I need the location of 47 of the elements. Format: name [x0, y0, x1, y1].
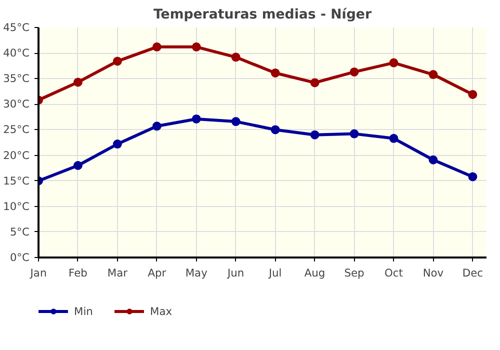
- point: [231, 52, 240, 62]
- x-tick-label: Nov: [422, 266, 444, 280]
- y-tick-label: 15°C: [3, 174, 30, 188]
- x-tick-label: Sep: [344, 266, 365, 280]
- point: [112, 140, 122, 149]
- point: [468, 172, 478, 182]
- point: [231, 117, 240, 126]
- y-tick-label: 40°C: [3, 46, 30, 60]
- point: [310, 130, 320, 140]
- point: [112, 56, 122, 66]
- point: [389, 134, 398, 143]
- point: [389, 58, 398, 68]
- point: [73, 161, 82, 170]
- x-tick-label: Jun: [226, 266, 244, 280]
- y-tick-label: 20°C: [3, 148, 30, 162]
- x-tick-label: Jul: [268, 266, 282, 280]
- point: [270, 125, 280, 134]
- legend-label: Max: [150, 304, 172, 318]
- x-tick-label: Aug: [304, 266, 326, 280]
- point: [428, 155, 438, 164]
- x-tick-label: Mar: [107, 266, 128, 280]
- y-tick-label: 35°C: [3, 72, 30, 86]
- point: [192, 42, 201, 52]
- point: [350, 67, 359, 76]
- point: [310, 78, 320, 88]
- y-tick-label: 25°C: [3, 123, 30, 136]
- point: [428, 70, 438, 80]
- point: [270, 68, 280, 78]
- point: [152, 122, 162, 131]
- y-tick-label: 10°C: [3, 200, 30, 213]
- point: [73, 78, 82, 87]
- x-tick-label: Dec: [462, 266, 484, 280]
- x-tick-label: Feb: [68, 266, 88, 280]
- point: [468, 90, 478, 99]
- y-tick-label: 0°C: [10, 251, 30, 264]
- x-tick-label: Apr: [148, 266, 167, 280]
- x-tick-label: Oct: [384, 266, 403, 280]
- y-tick-label: 45°C: [3, 21, 30, 34]
- point: [192, 114, 201, 124]
- x-tick-label: Jan: [29, 266, 47, 280]
- y-tick-label: 5°C: [10, 225, 30, 238]
- point: [152, 42, 162, 52]
- legend-label: Min: [74, 304, 94, 318]
- x-tick-label: May: [185, 266, 208, 280]
- chart-title: Temperaturas medias - Níger: [153, 8, 372, 22]
- y-tick-label: 30°C: [3, 98, 30, 111]
- point: [350, 129, 359, 138]
